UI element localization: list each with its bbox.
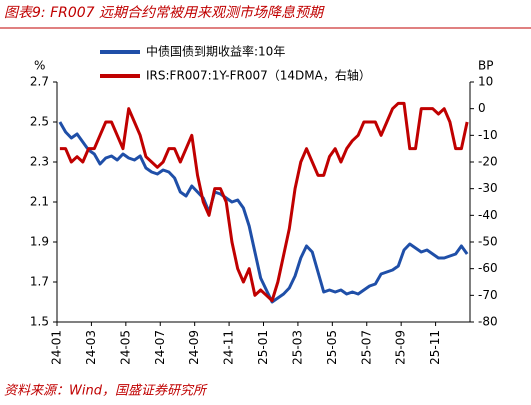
y2-tick-label: -30 (478, 181, 498, 195)
y-tick-label: 2.3 (30, 155, 49, 169)
x-tick-label: 25-09 (394, 330, 408, 365)
x-tick-label: 24-07 (153, 330, 167, 365)
x-tick-label: 25-03 (290, 330, 304, 365)
y2-axis-label: BP (478, 59, 493, 73)
y-axis-label: % (34, 59, 45, 73)
y-tick-label: 1.7 (30, 275, 49, 289)
legend-label: IRS:FR007:1Y-FR007（14DMA，右轴） (146, 68, 371, 83)
x-tick-label: 25-05 (325, 330, 339, 365)
y-tick-label: 1.9 (30, 235, 49, 249)
chart-title: 图表9: FR007 远期合约常被用来观测市场降息预期 (4, 5, 325, 21)
y-tick-label: 2.5 (30, 115, 49, 129)
x-tick-label: 24-11 (222, 330, 236, 365)
x-tick-label: 25-11 (428, 330, 442, 365)
x-tick-label: 24-05 (118, 330, 132, 365)
x-tick-label: 24-09 (187, 330, 201, 365)
y2-tick-label: -60 (478, 261, 498, 275)
y2-tick-label: -80 (478, 315, 498, 329)
y2-tick-label: 0 (478, 101, 486, 115)
x-tick-label: 24-01 (50, 330, 64, 365)
y2-tick-label: -70 (478, 288, 498, 302)
y2-tick-label: 10 (478, 75, 493, 89)
legend-label: 中债国债到期收益率:10年 (146, 44, 285, 59)
y2-tick-label: -40 (478, 208, 498, 222)
y-tick-label: 2.7 (30, 75, 49, 89)
x-tick-label: 25-01 (256, 330, 270, 365)
y-tick-label: 1.5 (30, 315, 49, 329)
y-tick-label: 2.1 (30, 195, 49, 209)
series-line (59, 101, 469, 303)
source: 资料来源：Wind，国盛证券研究所 (4, 383, 208, 399)
y2-tick-label: -20 (478, 155, 498, 169)
x-tick-label: 25-07 (359, 330, 373, 365)
series-line (58, 121, 469, 304)
y2-tick-label: -10 (478, 128, 498, 142)
x-tick-label: 24-03 (84, 330, 98, 365)
y2-tick-label: -50 (478, 235, 498, 249)
